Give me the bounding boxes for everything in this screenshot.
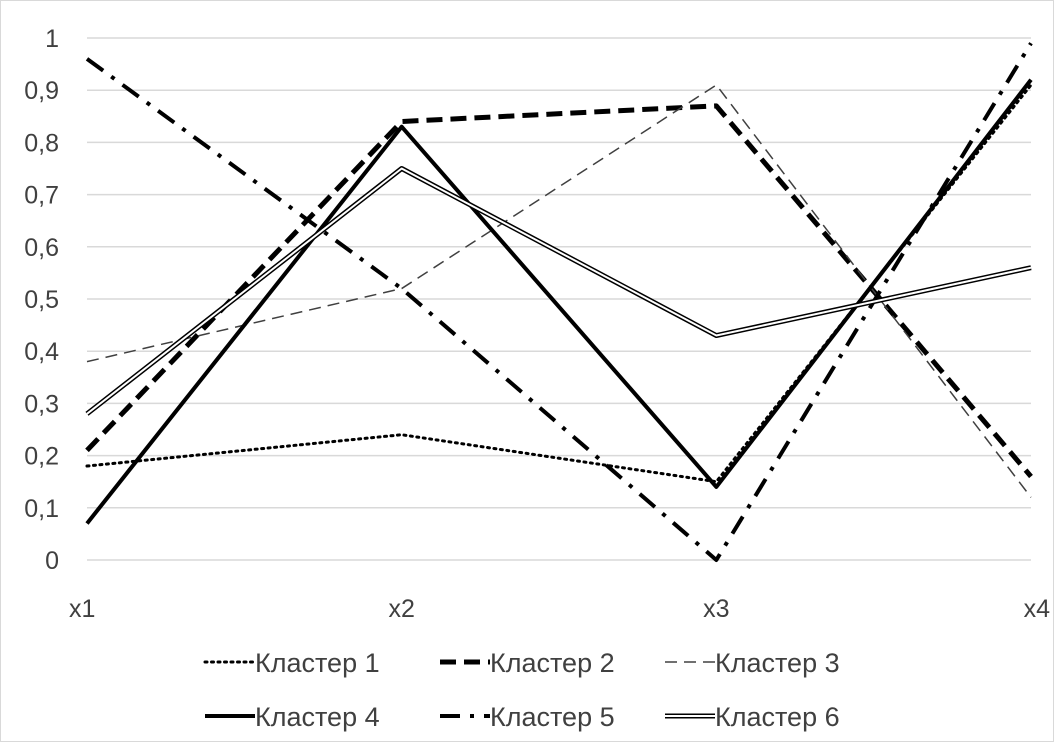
x-tick-label: x1 (69, 595, 95, 623)
legend-item: Кластер 4 (205, 702, 380, 732)
series-line-1 (85, 83, 1033, 484)
y-tick-label: 0,2 (24, 443, 59, 471)
y-tick-label: 0,4 (24, 338, 59, 366)
series-line-6 (85, 166, 1032, 416)
y-tick-label: 0 (45, 547, 59, 575)
y-tick-label: 0,7 (24, 182, 59, 210)
legend-item: Кластер 6 (665, 702, 840, 732)
x-tick-label: x3 (703, 595, 729, 623)
y-tick-label: 0,9 (24, 77, 59, 105)
y-axis-ticks: 0 0,1 0,2 0,3 0,4 0,5 0,6 0,7 0,8 0,9 1 (24, 25, 59, 575)
y-tick-label: 0,6 (24, 234, 59, 262)
legend-label: Кластер 2 (490, 648, 615, 678)
y-tick-label: 1 (45, 25, 59, 53)
series-line-4 (85, 78, 1033, 525)
legend-label: Кластер 3 (715, 648, 840, 678)
series-line-6-inner (86, 167, 1032, 415)
x-tick-label: x4 (1024, 595, 1051, 623)
y-tick-label: 0,8 (24, 129, 59, 157)
legend-item: Кластер 2 (440, 648, 615, 678)
legend-item: Кластер 5 (440, 702, 615, 732)
legend-label: Кластер 6 (715, 702, 840, 732)
legend-item: Кластер 3 (665, 648, 840, 678)
legend-label: Кластер 4 (255, 702, 380, 732)
series-line-6 (85, 166, 1032, 416)
legend-label: Кластер 1 (255, 648, 380, 678)
series-line-3 (86, 84, 1032, 498)
y-tick-label: 0,5 (24, 286, 59, 314)
legend: Кластер 1 Кластер 2 Кластер 3 Кластер 4 Клас… (203, 648, 840, 732)
series-line-2 (85, 103, 1033, 479)
legend-item: Кластер 1 (203, 648, 380, 678)
y-tick-label: 0,1 (24, 495, 59, 523)
series-layer (85, 42, 1033, 562)
x-tick-label: x2 (388, 595, 414, 623)
legend-label: Кластер 5 (490, 702, 615, 732)
y-tick-label: 0,3 (24, 390, 59, 418)
x-axis-ticks: x1 x2 x3 x4 (69, 595, 1050, 623)
